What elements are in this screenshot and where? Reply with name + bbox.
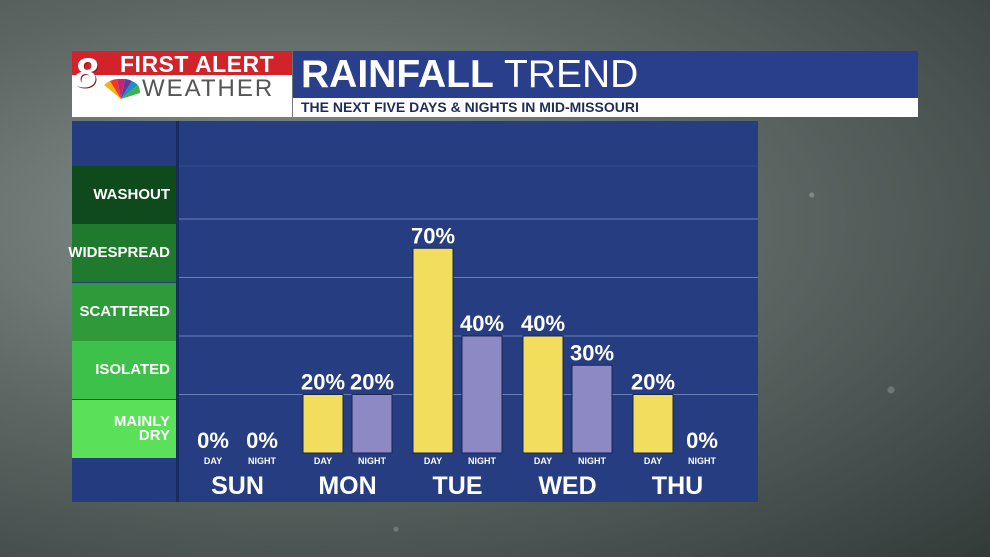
peacock-icon — [104, 79, 140, 99]
legend-column: WASHOUT WIDESPREAD SCATTERED ISOLATED MA… — [68, 121, 176, 502]
logo-first-alert: FIRST ALERT — [120, 51, 275, 77]
period-label: NIGHT — [248, 456, 277, 466]
title-bold: RAINFALL — [301, 53, 494, 96]
legend-divider — [176, 121, 179, 502]
subtitle-bar: THE NEXT FIVE DAYS & NIGHTS IN MID-MISSO… — [293, 98, 918, 117]
value-label: 0% — [197, 428, 229, 453]
bar-night-mon — [351, 394, 393, 454]
bar-night-wed — [571, 364, 613, 454]
logo-weather: WEATHER — [142, 75, 275, 102]
period-label: DAY — [424, 456, 442, 466]
day-label-tue: TUE — [433, 472, 483, 500]
legend-scattered: SCATTERED — [72, 283, 176, 341]
value-label: 40% — [521, 311, 565, 336]
bar-day-thu — [632, 394, 674, 454]
legend-mainly-dry: MAINLY DRY — [72, 400, 176, 458]
value-label: 0% — [246, 428, 278, 453]
day-label-wed: WED — [538, 472, 596, 500]
value-label: 20% — [350, 370, 394, 395]
station-logo: 8 FIRST ALERT WEATHER — [72, 49, 292, 102]
logo-number: 8 — [74, 49, 98, 96]
value-label: 30% — [570, 340, 614, 365]
period-label: NIGHT — [468, 456, 497, 466]
period-label: NIGHT — [688, 456, 717, 466]
period-label: DAY — [314, 456, 332, 466]
value-label: 20% — [301, 370, 345, 395]
chart-panel: WASHOUT WIDESPREAD SCATTERED ISOLATED MA… — [68, 121, 758, 502]
period-label: DAY — [534, 456, 552, 466]
title-bar: RAINFALL TREND — [293, 51, 918, 98]
header: 8 FIRST ALERT WEATHER RAINFALL TREND THE… — [72, 49, 918, 117]
value-label: 40% — [460, 311, 504, 336]
day-label-mon: MON — [318, 472, 376, 500]
period-label: DAY — [204, 456, 222, 466]
period-label: NIGHT — [358, 456, 387, 466]
bar-day-mon — [302, 394, 344, 454]
bar-day-wed — [522, 335, 564, 454]
legend-washout: WASHOUT — [72, 166, 176, 224]
day-label-sun: SUN — [211, 472, 264, 500]
bar-day-tue — [412, 247, 454, 454]
value-label: 70% — [411, 223, 455, 248]
period-label: NIGHT — [578, 456, 607, 466]
legend-isolated: ISOLATED — [72, 341, 176, 399]
period-label: DAY — [644, 456, 662, 466]
title-light: TREND — [503, 53, 639, 96]
chart-subtitle: THE NEXT FIVE DAYS & NIGHTS IN MID-MISSO… — [301, 99, 639, 115]
day-label-thu: THU — [652, 472, 703, 500]
bar-plot: 0% DAY 0% NIGHT SUN 20% DAY 20% NIGHT MON 70% DAY 40… — [179, 165, 758, 500]
value-label: 20% — [631, 370, 675, 395]
logo-underline — [72, 101, 292, 117]
legend-widespread: WIDESPREAD — [68, 224, 176, 282]
logo-red-band — [72, 51, 292, 75]
bar-night-tue — [461, 335, 503, 454]
value-label: 0% — [686, 428, 718, 453]
chart-title: RAINFALL TREND — [301, 53, 638, 97]
